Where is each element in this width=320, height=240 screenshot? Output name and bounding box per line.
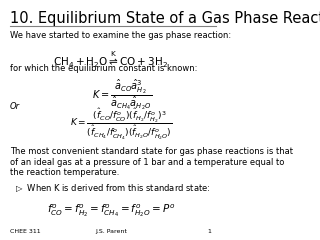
Text: $K = \dfrac{\hat{a}_{CO}\hat{a}_{H_2}^3}{\hat{a}_{CH_4}\hat{a}_{H_2O}}$: $K = \dfrac{\hat{a}_{CO}\hat{a}_{H_2}^3}…: [92, 77, 152, 112]
Text: $\mathregular{CH_4 + H_2O \overset{K}{\rightleftharpoons} CO + 3H_2}$: $\mathregular{CH_4 + H_2O \overset{K}{\r…: [53, 50, 168, 70]
Text: $K = \dfrac{(\hat{f}_{CO}/f^o_{CO})(\hat{f}_{H_2}/f^o_{H_2})^3}{(\hat{f}_{CH_4}/: $K = \dfrac{(\hat{f}_{CO}/f^o_{CO})(\hat…: [70, 107, 173, 142]
Text: $\triangleright$  When K is derived from this standard state:: $\triangleright$ When K is derived from …: [14, 182, 210, 194]
Text: We have started to examine the gas phase reaction:: We have started to examine the gas phase…: [10, 31, 231, 40]
Text: 10. Equilibrium State of a Gas Phase Reaction: 10. Equilibrium State of a Gas Phase Rea…: [10, 11, 320, 26]
Text: The most convenient standard state for gas phase reactions is that
of an ideal g: The most convenient standard state for g…: [10, 147, 293, 177]
Text: Or: Or: [10, 102, 20, 111]
Text: $f^o_{CO} = f^o_{H_2} = f^o_{CH_4} = f^o_{H_2O} = P^o$: $f^o_{CO} = f^o_{H_2} = f^o_{CH_4} = f^o…: [47, 202, 175, 218]
Text: for which the equilibrium constant is known:: for which the equilibrium constant is kn…: [10, 64, 197, 73]
Text: J.S. Parent: J.S. Parent: [95, 229, 127, 234]
Text: 1: 1: [208, 229, 212, 234]
Text: CHEE 311: CHEE 311: [10, 229, 41, 234]
